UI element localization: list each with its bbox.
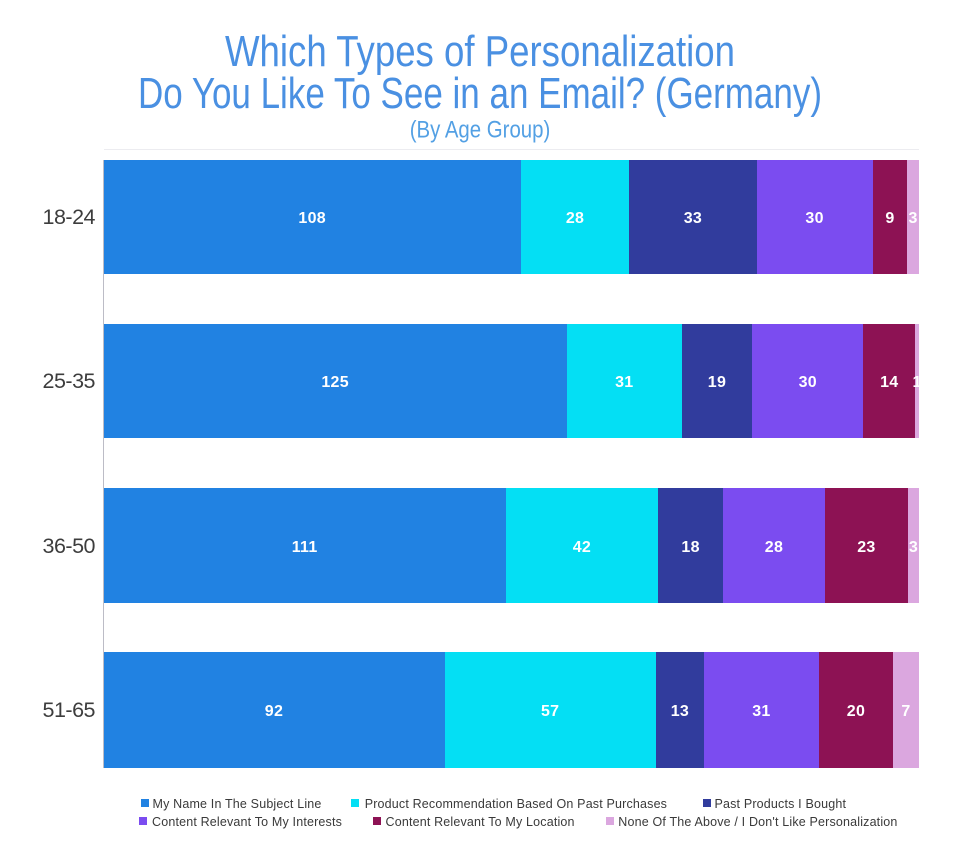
svg-text:Which Types of Personalization: Which Types of Personalization (225, 27, 735, 76)
svg-text:(By Age Group): (By Age Group) (410, 116, 551, 143)
svg-text:Do You Like To See in an Email: Do You Like To See in an Email? (Germany… (138, 69, 822, 118)
